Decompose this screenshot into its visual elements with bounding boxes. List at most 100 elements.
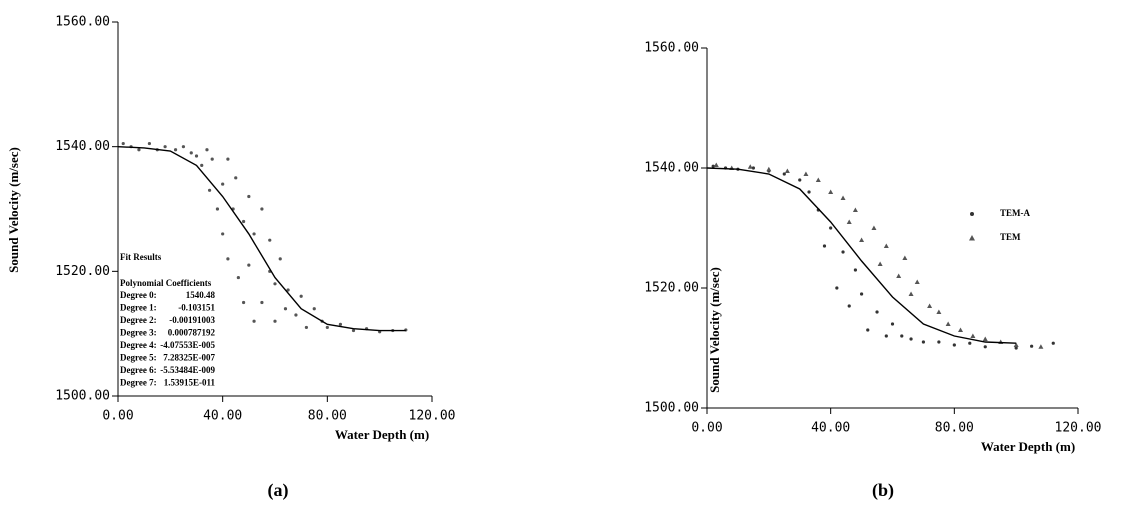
point bbox=[846, 219, 852, 224]
fit-coefficient: 1.53915E-011 bbox=[164, 378, 216, 388]
point bbox=[877, 261, 883, 266]
y-tick-label: 1520.00 bbox=[55, 264, 110, 279]
x-tick-label: 120.00 bbox=[1055, 421, 1102, 436]
point bbox=[234, 176, 238, 180]
point bbox=[835, 286, 839, 290]
fit-line bbox=[706, 167, 1017, 344]
point bbox=[205, 148, 209, 152]
point bbox=[147, 141, 151, 146]
fit-degree: Degree 4: bbox=[120, 340, 157, 350]
point bbox=[1051, 341, 1055, 345]
fit-subtitle: Polynomial Coefficients bbox=[120, 278, 212, 288]
fit-degree: Degree 0: bbox=[120, 290, 157, 300]
point bbox=[200, 163, 204, 167]
point bbox=[1014, 346, 1018, 350]
x-tick-label: 40.00 bbox=[811, 421, 850, 436]
x-tick-label: 0.00 bbox=[691, 421, 722, 436]
point bbox=[829, 226, 833, 230]
point bbox=[853, 268, 858, 272]
point bbox=[970, 333, 976, 338]
fit-degree: Degree 3: bbox=[120, 328, 157, 338]
point bbox=[968, 341, 972, 345]
x-axis-label: Water Depth (m) bbox=[335, 427, 429, 442]
point bbox=[312, 307, 316, 311]
point bbox=[236, 275, 240, 280]
point bbox=[896, 273, 902, 278]
point bbox=[822, 244, 827, 248]
point bbox=[909, 337, 913, 341]
point bbox=[807, 190, 811, 194]
point bbox=[173, 148, 178, 152]
point bbox=[841, 250, 845, 254]
point bbox=[852, 207, 858, 212]
point bbox=[247, 194, 251, 199]
point bbox=[982, 336, 988, 341]
x-tick-label: 40.00 bbox=[203, 409, 242, 424]
point bbox=[252, 319, 256, 323]
point bbox=[859, 237, 865, 242]
point bbox=[194, 154, 199, 158]
point bbox=[952, 343, 956, 347]
point bbox=[325, 325, 329, 330]
point bbox=[902, 255, 908, 260]
point bbox=[945, 321, 951, 326]
fit-degree: Degree 6: bbox=[120, 365, 157, 375]
caption: (b) bbox=[872, 480, 894, 501]
y-tick-label: 1500.00 bbox=[55, 389, 110, 404]
point bbox=[163, 145, 167, 149]
fit-coefficient: 1540.48 bbox=[186, 290, 216, 300]
point bbox=[283, 307, 288, 311]
y-tick-label: 1540.00 bbox=[644, 161, 699, 176]
point bbox=[784, 168, 790, 173]
point bbox=[260, 207, 264, 211]
point bbox=[181, 145, 186, 149]
point bbox=[782, 172, 786, 176]
point bbox=[304, 325, 308, 330]
y-tick-label: 1560.00 bbox=[644, 41, 699, 56]
point bbox=[875, 310, 879, 314]
y-tick-label: 1560.00 bbox=[55, 15, 110, 30]
y-axis-label: Sound Velocity (m/sec) bbox=[707, 267, 722, 393]
fit-line bbox=[117, 145, 406, 332]
x-tick-label: 0.00 bbox=[102, 409, 133, 424]
point bbox=[840, 195, 846, 200]
point bbox=[866, 328, 870, 332]
point bbox=[189, 151, 193, 155]
point bbox=[207, 188, 212, 192]
point bbox=[121, 141, 125, 146]
x-tick-label: 80.00 bbox=[308, 409, 347, 424]
point bbox=[983, 345, 987, 349]
point bbox=[828, 189, 834, 194]
point bbox=[798, 178, 802, 182]
point bbox=[1013, 342, 1019, 347]
point bbox=[883, 243, 889, 248]
fit-degree: Degree 2: bbox=[120, 315, 157, 325]
x-tick-label: 120.00 bbox=[409, 409, 456, 424]
point bbox=[252, 232, 256, 236]
point bbox=[937, 340, 941, 344]
point bbox=[936, 309, 942, 314]
x-axis-label: Water Depth (m) bbox=[981, 439, 1075, 454]
point bbox=[921, 340, 926, 344]
point bbox=[242, 219, 246, 224]
point bbox=[273, 319, 277, 323]
point bbox=[286, 288, 290, 292]
x-tick-label: 80.00 bbox=[935, 421, 974, 436]
point bbox=[226, 257, 230, 261]
point bbox=[351, 328, 356, 333]
point bbox=[1038, 344, 1044, 349]
point bbox=[215, 207, 220, 211]
fit-degree: Degree 5: bbox=[120, 353, 157, 363]
point bbox=[221, 182, 225, 186]
point bbox=[908, 291, 914, 296]
point bbox=[210, 157, 214, 161]
point bbox=[958, 327, 964, 332]
point bbox=[299, 294, 303, 298]
legend-label: TEM bbox=[1000, 232, 1021, 242]
point bbox=[815, 177, 821, 182]
point bbox=[242, 300, 246, 305]
fit-degree: Degree 7: bbox=[120, 378, 157, 388]
point bbox=[914, 279, 920, 284]
